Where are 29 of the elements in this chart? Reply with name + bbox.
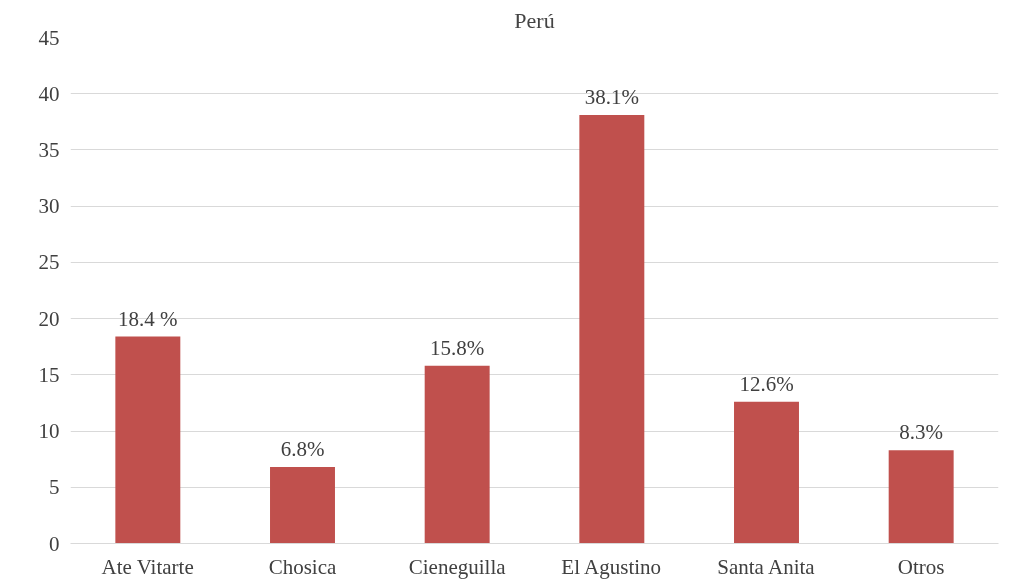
bar	[115, 336, 181, 544]
x-tick-label: Santa Anita	[717, 554, 816, 579]
data-label: 6.8%	[280, 437, 325, 462]
y-tick-label: 25	[38, 250, 60, 275]
x-tick-label: Ate Vitarte	[101, 554, 194, 579]
data-label: 18.4 %	[118, 306, 178, 331]
bar	[888, 450, 954, 544]
data-label: 15.8%	[430, 335, 485, 360]
y-tick-label: 15	[38, 362, 60, 387]
bar	[579, 115, 645, 544]
bar	[424, 365, 490, 544]
y-tick-label: 0	[49, 531, 60, 556]
y-tick-label: 30	[38, 194, 60, 219]
y-tick-label: 35	[38, 137, 60, 162]
x-tick-label: Otros	[897, 554, 945, 579]
y-tick-label: 5	[49, 475, 60, 500]
y-tick-label: 40	[38, 81, 60, 106]
bar	[270, 467, 335, 544]
y-tick-label: 45	[38, 25, 60, 50]
bar	[734, 401, 799, 544]
y-tick-label: 10	[38, 419, 60, 444]
data-label: 8.3%	[899, 420, 944, 445]
data-label: 38.1%	[584, 85, 639, 110]
y-tick-label: 20	[38, 306, 60, 331]
x-tick-label: Chosica	[268, 554, 338, 579]
data-label: 12.6%	[739, 371, 794, 396]
chart-title: Perú	[514, 7, 555, 33]
x-tick-label: El Agustino	[561, 554, 662, 579]
x-tick-label: Cieneguilla	[408, 554, 507, 579]
